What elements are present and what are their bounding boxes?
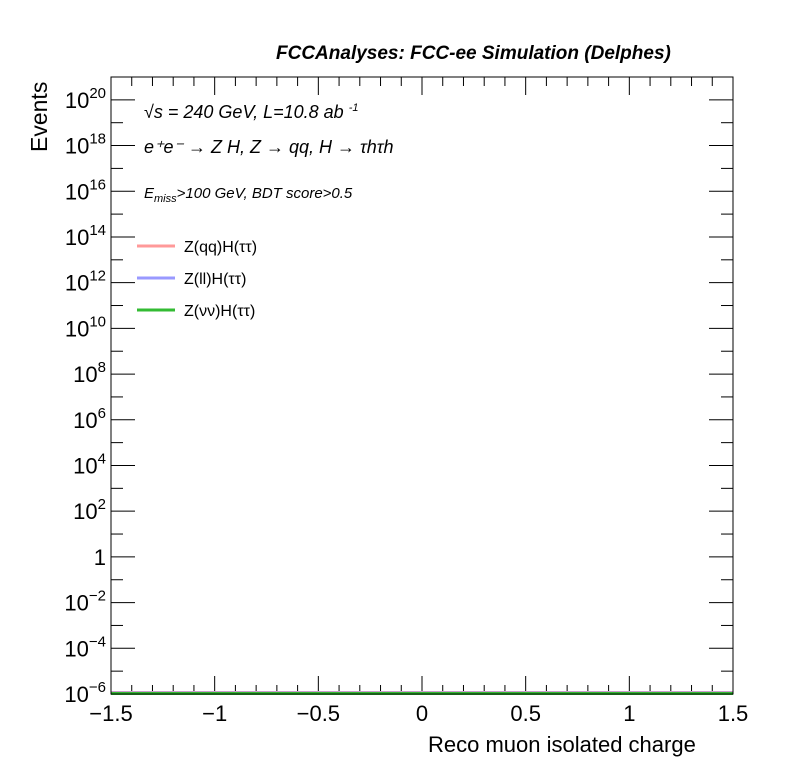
x-axis-label: Reco muon isolated charge: [428, 732, 696, 757]
legend-label: Z(νν)H(ττ): [184, 303, 255, 320]
cuts-subscript: miss: [154, 193, 177, 205]
minor-ticks: [111, 76, 733, 694]
x-tick-label: 1.5: [718, 701, 749, 726]
y-tick-label: 1016: [65, 176, 106, 204]
y-tick-label: 10−6: [64, 679, 106, 707]
y-tick-label: 106: [73, 405, 106, 433]
y-tick-label: 10−4: [64, 633, 106, 661]
y-tick-label: 1018: [65, 131, 106, 159]
cuts-symbol: E: [144, 185, 155, 202]
x-tick-labels: −1.5 −1 −0.5 0 0.5 1 1.5: [89, 701, 748, 726]
legend: Z(qq)H(ττ) Z(ll)H(ττ) Z(νν)H(ττ): [137, 239, 257, 320]
plot-frame: [110, 76, 734, 695]
y-tick-label: 1010: [65, 313, 106, 341]
y-tick-label: 1: [94, 545, 106, 570]
y-tick-label: 1014: [65, 222, 106, 250]
cuts-label: Emiss>100 GeV, BDT score>0.5: [144, 185, 352, 205]
y-axis-label: Events: [26, 81, 52, 152]
x-tick-label: 1: [623, 701, 635, 726]
series-lines: [111, 691, 733, 695]
x-tick-label: 0: [416, 701, 428, 726]
lumi-exponent: -1: [348, 102, 359, 114]
major-ticks: [110, 77, 734, 695]
y-tick-label: 1012: [65, 268, 106, 296]
x-tick-label: 0.5: [510, 701, 541, 726]
process-label: e⁺e⁻ → Z H, Z → qq, H → τhτh: [144, 137, 394, 157]
y-tick-label: 104: [73, 450, 106, 478]
cuts-text: >100 GeV, BDT score>0.5: [176, 185, 353, 202]
energy-lumi-label: √s = 240 GeV, L=10.8 ab -1: [144, 102, 358, 123]
legend-label: Z(qq)H(ττ): [184, 239, 257, 256]
chart-header: FCCAnalyses: FCC-ee Simulation (Delphes): [276, 43, 671, 64]
x-tick-label: −1: [202, 701, 227, 726]
x-tick-label: −1.5: [89, 701, 132, 726]
y-tick-label: 1020: [65, 85, 106, 113]
y-tick-label: 102: [73, 496, 106, 524]
x-tick-label: −0.5: [297, 701, 340, 726]
y-tick-label: 10−2: [64, 588, 106, 616]
y-tick-labels: 1020 1018 1016 1014 1012 1010 108 106 104 102 1 10−…: [64, 85, 106, 707]
legend-label: Z(ll)H(ττ): [184, 271, 246, 288]
y-tick-label: 108: [73, 359, 106, 387]
energy-lumi-text: √s = 240 GeV, L=10.8 ab: [144, 102, 344, 122]
